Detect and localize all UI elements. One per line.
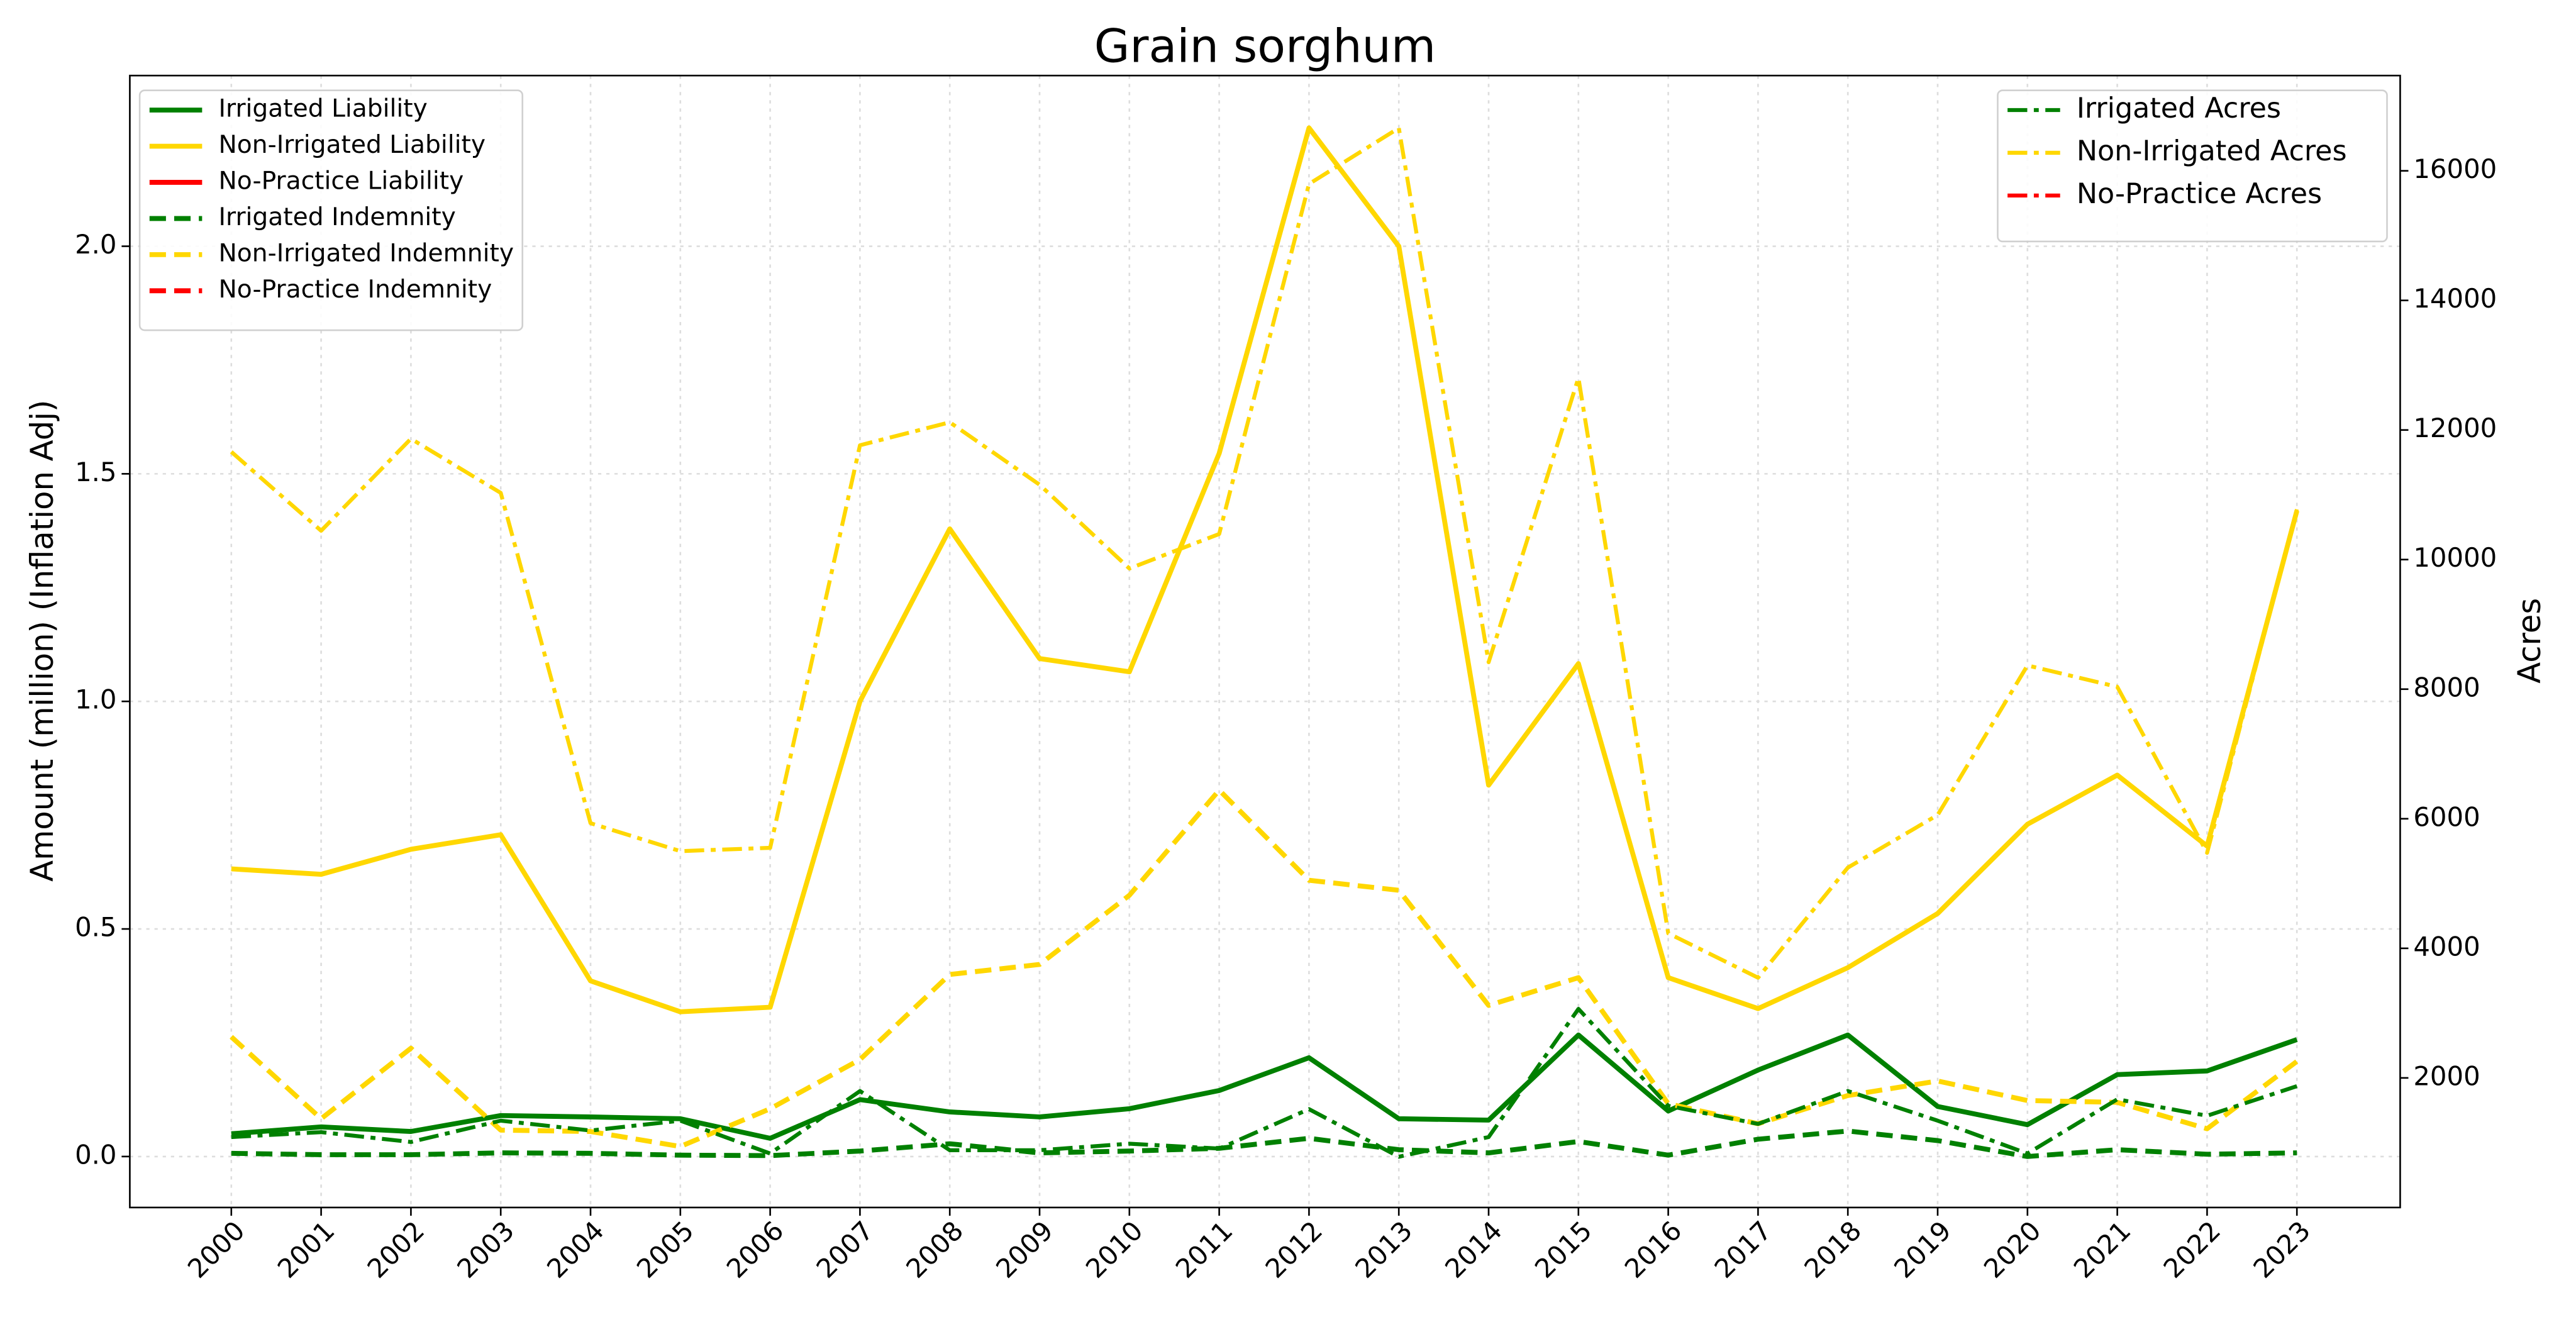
y2-tick-label: 4000 — [2413, 931, 2480, 962]
legend-box — [1997, 89, 2388, 243]
series-line — [231, 1007, 2298, 1159]
y-tick-label: 1.0 — [75, 684, 116, 715]
y-axis-label: Amount (million) (Inflation Adj) — [24, 400, 60, 882]
y2-tick-label: 8000 — [2413, 672, 2480, 703]
series-line — [231, 125, 2299, 1014]
legend-label: No-Practice Liability — [218, 167, 464, 195]
y2-tick-label: 6000 — [2413, 801, 2480, 832]
y2-tick-label: 10000 — [2413, 542, 2497, 573]
y2-tick-label: 14000 — [2413, 283, 2497, 314]
y2-axis-label: Acres — [2511, 598, 2548, 684]
series-line — [231, 1032, 2298, 1141]
legend-left: Irrigated Liability Non-Irrigated Liabili… — [138, 89, 524, 331]
legend-label: No-Practice Acres — [2077, 178, 2322, 210]
legend-label: Irrigated Acres — [2077, 92, 2281, 125]
y-tick-label: 0.5 — [75, 912, 116, 943]
y-tick-label: 0.0 — [75, 1139, 116, 1170]
legend-label: Non-Irrigated Acres — [2077, 135, 2347, 167]
y-tick-label: 2.0 — [75, 229, 116, 260]
legend-box — [138, 89, 524, 331]
series-line — [230, 787, 2299, 1149]
y2-tick-label: 16000 — [2413, 153, 2497, 184]
legend-label: Irrigated Liability — [218, 95, 427, 123]
y-tick-label: 1.5 — [75, 457, 116, 487]
legend-label: Non-Irrigated Indemnity — [218, 239, 514, 267]
chart-title: Grain sorghum — [1094, 19, 1436, 73]
legend-label: Irrigated Indemnity — [218, 203, 455, 231]
legend-right: Irrigated Acres Non-Irrigated Acres No-Pra… — [1997, 89, 2388, 243]
plot-frame — [129, 74, 2401, 1209]
y2-tick-label: 2000 — [2413, 1060, 2480, 1091]
series-line — [231, 1128, 2297, 1159]
y2-tick-label: 12000 — [2413, 413, 2497, 443]
series-line — [230, 126, 2299, 980]
legend-label: Non-Irrigated Liability — [218, 131, 486, 159]
legend-label: No-Practice Indemnity — [218, 275, 492, 304]
